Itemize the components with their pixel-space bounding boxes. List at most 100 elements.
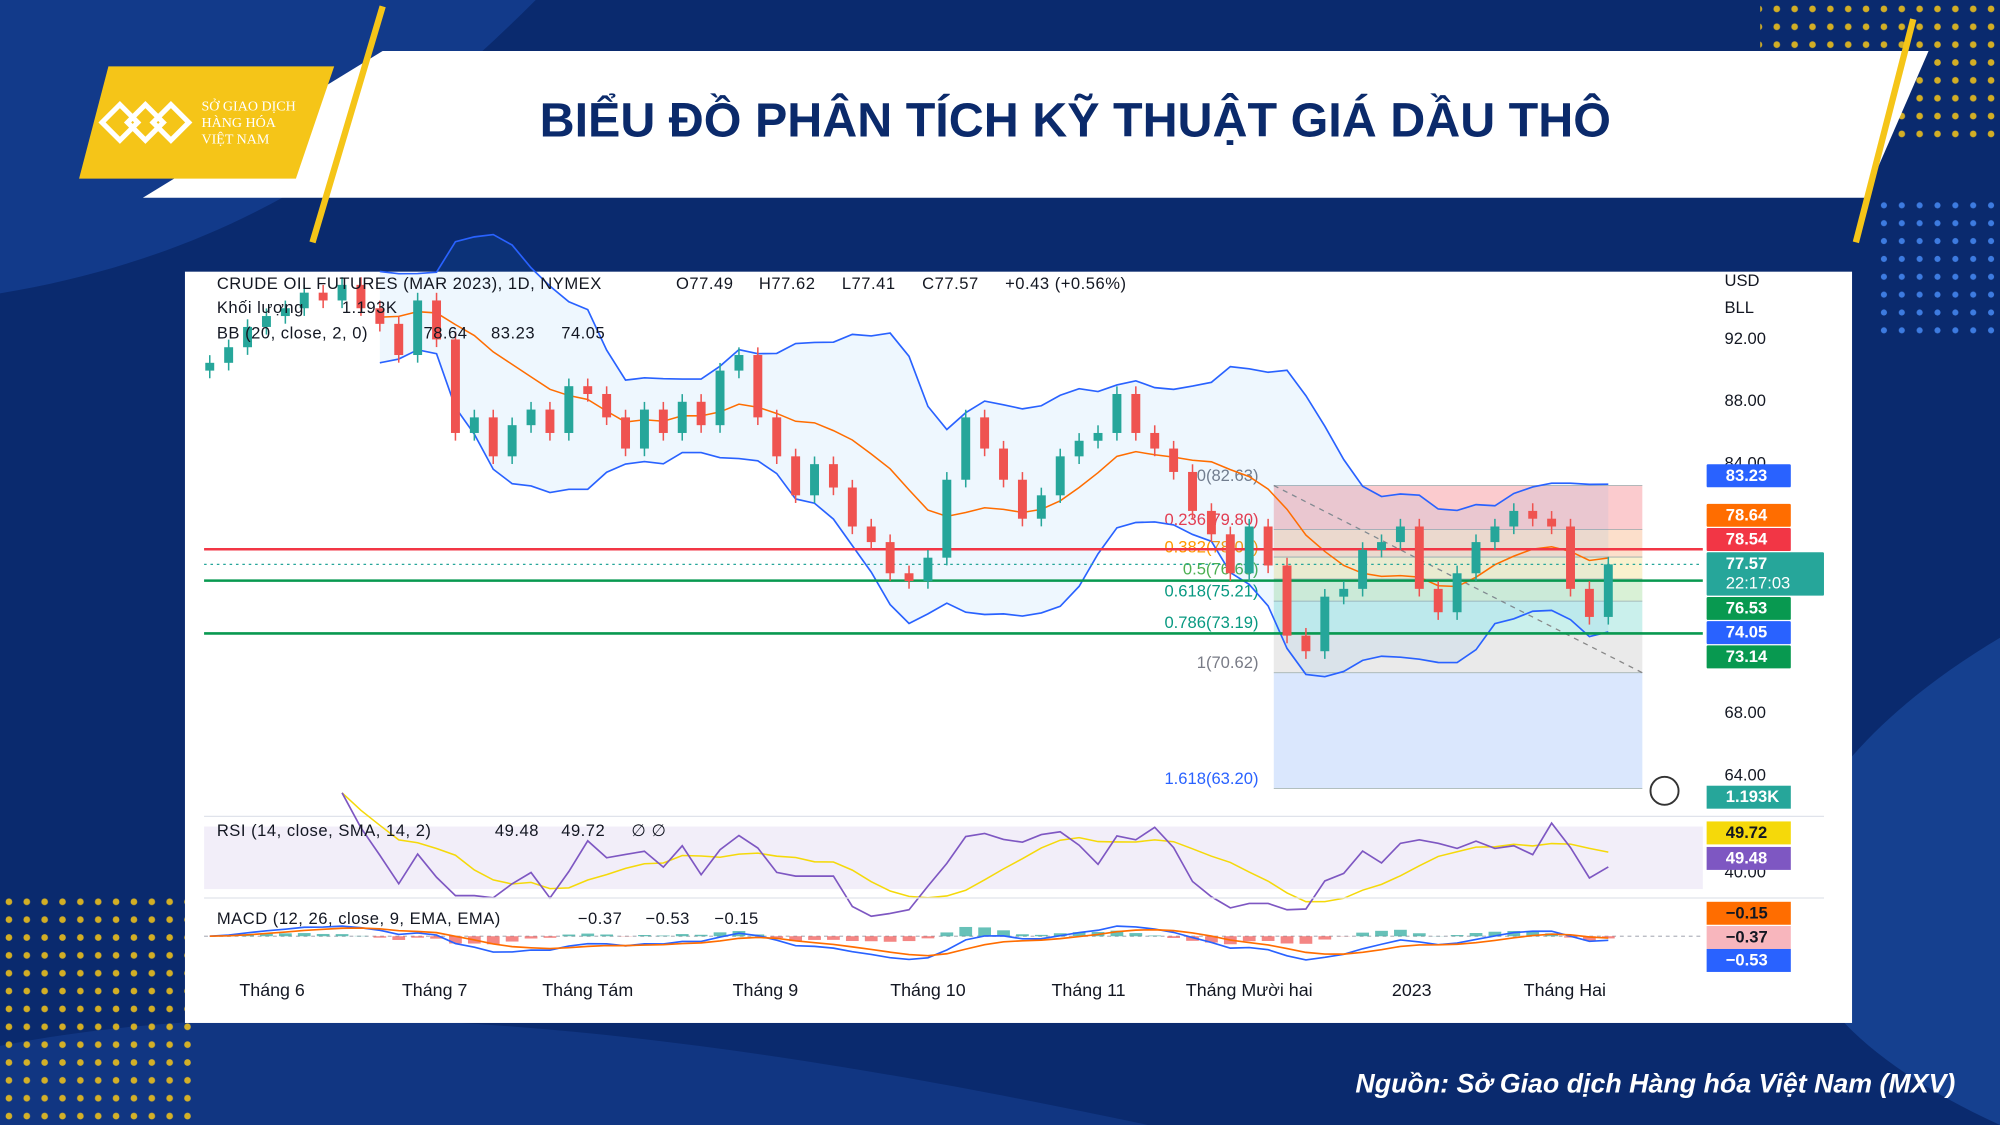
price-badge-label: 83.23 — [1726, 466, 1768, 485]
macd-hist — [316, 933, 330, 937]
x-tick-label: Tháng 9 — [733, 980, 799, 1000]
macd-hist — [864, 936, 878, 942]
candle — [1339, 588, 1349, 597]
rsi-legend-extra: ∅ ∅ — [631, 821, 666, 840]
macd-hist — [1016, 934, 1029, 937]
price-badge — [1706, 528, 1791, 552]
candle — [1225, 534, 1235, 574]
macd-hist — [883, 936, 897, 942]
macd-hist — [770, 936, 784, 939]
ohlc: +0.43 (+0.56%) — [1005, 274, 1126, 293]
candle — [1471, 542, 1481, 574]
rsi-badge-label: 49.48 — [1726, 848, 1768, 867]
candle — [1074, 440, 1084, 457]
macd-hist — [1261, 936, 1275, 941]
macd-badge-label: −0.53 — [1726, 950, 1768, 969]
x-tick-label: 2023 — [1392, 980, 1432, 1000]
price-badge — [1706, 552, 1824, 596]
bb-lower — [379, 348, 1609, 678]
macd-hist — [335, 934, 349, 937]
macd-hist — [921, 936, 935, 939]
candle — [507, 425, 517, 457]
candle — [658, 409, 668, 433]
rsi-legend-value: 49.48 — [495, 821, 539, 840]
ohlc: C77.57 — [922, 274, 979, 293]
bb-basis — [379, 310, 1609, 588]
candle — [1452, 573, 1462, 613]
candle — [1169, 448, 1179, 472]
fib-label: 0.618(75.21) — [1164, 582, 1258, 601]
macd-hist — [1394, 929, 1407, 937]
candle — [205, 362, 215, 371]
stripe — [309, 5, 386, 244]
candle — [469, 417, 479, 433]
candle — [356, 284, 366, 309]
logo-text: SỞ GIAO DỊCH — [202, 97, 296, 114]
macd-hist — [997, 930, 1010, 937]
candle — [413, 300, 423, 356]
candle — [1395, 526, 1405, 543]
macd-hist — [675, 934, 689, 937]
candle — [564, 386, 574, 433]
rsi-line — [341, 792, 1609, 918]
macd-hist — [1488, 931, 1502, 937]
macd-hist — [1034, 934, 1048, 937]
legend-bb: BB (20, close, 2, 0) — [217, 324, 368, 343]
macd-hist — [827, 936, 840, 940]
stripe — [1852, 18, 1917, 244]
candle — [1206, 510, 1216, 535]
rsi-legend-value: 49.72 — [561, 821, 605, 840]
fib-label: 0.382(78.04) — [1164, 538, 1258, 557]
macd-hist — [789, 936, 803, 942]
ohlc: H77.62 — [759, 274, 816, 293]
volume-badge-label: 1.193K — [1726, 787, 1779, 806]
candle — [337, 284, 347, 301]
macd-hist — [486, 936, 500, 945]
macd-hist — [1242, 936, 1256, 942]
rsi-sma — [341, 792, 1609, 903]
candle — [1358, 549, 1368, 589]
macd-hist — [1450, 935, 1464, 937]
fib-label: 1.618(63.20) — [1164, 769, 1258, 788]
macd-hist — [392, 936, 406, 940]
macd-hist — [1318, 936, 1332, 940]
x-tick-label: Tháng Mười hai — [1186, 980, 1313, 1000]
banner — [142, 51, 1929, 198]
macd-hist — [373, 936, 387, 938]
rsi-badge-label: 49.72 — [1726, 823, 1768, 842]
macd-hist — [1110, 930, 1124, 937]
macd-hist — [562, 934, 576, 937]
price-badge — [1706, 596, 1791, 620]
candle — [1377, 542, 1386, 550]
candle — [450, 339, 460, 433]
macd-hist — [808, 936, 821, 940]
price-badge-label: 73.14 — [1726, 647, 1768, 666]
candle — [866, 526, 876, 543]
dots — [0, 892, 192, 1125]
bb-upper — [379, 233, 1609, 512]
candle — [696, 401, 706, 426]
fib-zone — [1273, 485, 1643, 530]
rsi-badge — [1706, 846, 1791, 870]
candle — [488, 417, 498, 457]
price-badge-label: 74.05 — [1726, 623, 1768, 642]
candle — [280, 308, 290, 317]
candle — [715, 370, 725, 426]
candle — [828, 464, 838, 488]
price-badge-label: 76.53 — [1726, 598, 1768, 617]
blob — [0, 1018, 1148, 1125]
macd-badge — [1706, 901, 1791, 925]
macd-hist — [1167, 936, 1180, 938]
dots — [1875, 191, 2000, 345]
macd-hist — [959, 926, 973, 937]
macd-hist — [1299, 936, 1313, 944]
candle — [810, 464, 819, 496]
candle — [602, 393, 612, 418]
macd-hist — [940, 932, 954, 937]
macd-signal — [209, 927, 1609, 957]
price-badge — [1706, 464, 1791, 488]
candle — [1131, 393, 1141, 433]
macd-hist — [845, 936, 859, 942]
x-tick-label: Tháng 11 — [1052, 980, 1126, 1000]
